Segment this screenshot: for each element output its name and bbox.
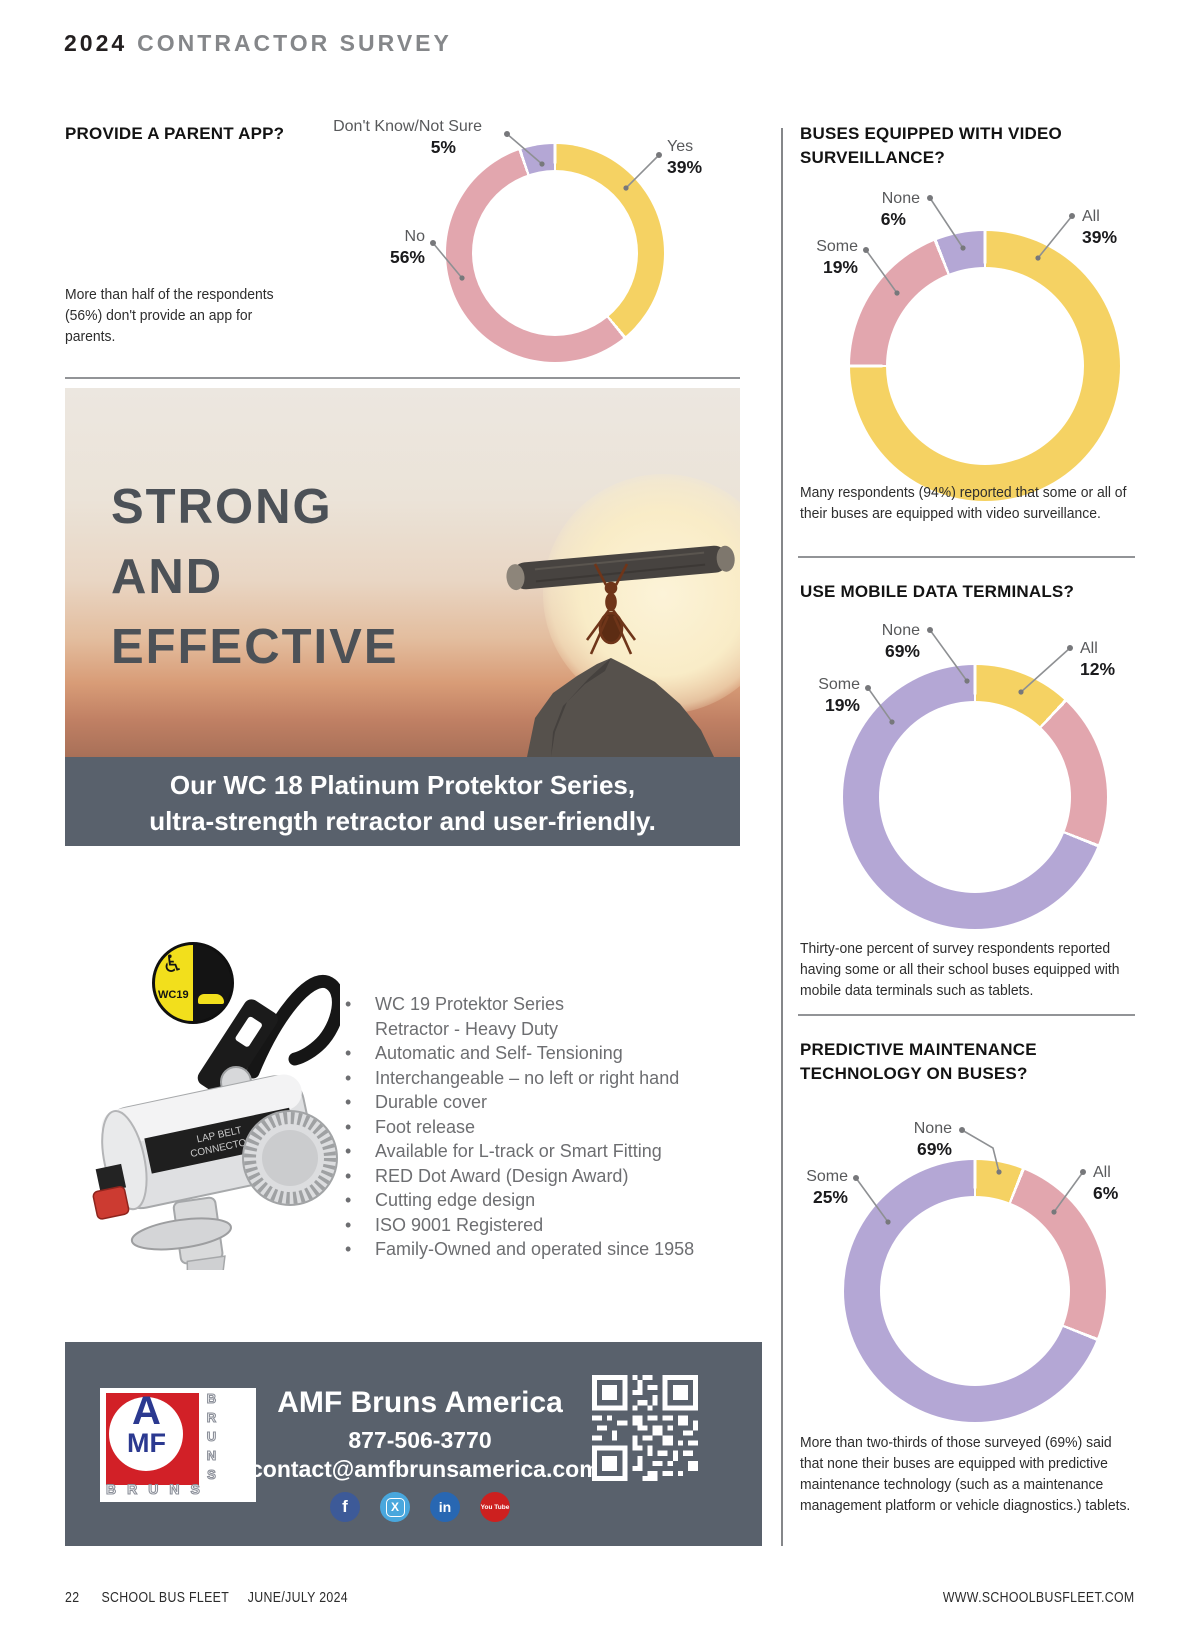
- x-icon: X: [380, 1492, 410, 1522]
- header-title: CONTRACTOR SURVEY: [137, 30, 452, 56]
- list-item: WC 19 Protektor Series: [345, 992, 745, 1017]
- label-all: All 12%: [1080, 640, 1116, 679]
- list-item: Family-Owned and operated since 1958: [345, 1237, 745, 1262]
- chart1-title: PROVIDE A PARENT APP?: [65, 124, 285, 143]
- donut-parent-app: [446, 144, 664, 362]
- divider-right-2: [798, 1014, 1135, 1016]
- bullet-icon: [345, 992, 375, 1017]
- label-yes: Yes 39%: [667, 138, 703, 177]
- ad-footer: A MF BRUNS BRUNS AMF Bruns America 877-5…: [65, 1342, 762, 1546]
- logo-letter-a: A: [132, 1389, 161, 1433]
- label-dont-know: Don't Know/Not Sure 5%: [333, 118, 482, 157]
- bus-icon: [198, 994, 224, 1004]
- bullet-icon: [345, 1164, 375, 1189]
- ad-headline: STRONG AND EFFECTIVE: [111, 472, 399, 682]
- bullet-icon: [345, 1115, 375, 1140]
- bullet-icon: [345, 1041, 375, 1066]
- list-item: Available for L-track or Smart Fitting: [345, 1139, 745, 1164]
- headline-line1: STRONG: [111, 480, 333, 534]
- company-name: AMF Bruns America: [277, 1386, 563, 1419]
- bullet-icon: [345, 1139, 375, 1164]
- donut-hole: [472, 170, 638, 336]
- logo-circle: [109, 1397, 183, 1471]
- list-item: Cutting edge design: [345, 1188, 745, 1213]
- label-all: All 39%: [1082, 208, 1118, 247]
- chart3-mobile-data-terminals: None 69% Some 19% All 12%: [790, 612, 1200, 942]
- youtube-icon: You Tube: [480, 1492, 510, 1522]
- page-number: 22: [65, 1590, 80, 1606]
- divider-left: [65, 377, 740, 379]
- list-item: Interchangeable – no left or right hand: [345, 1066, 745, 1091]
- chart2-video-surveillance: None 6% Some 19% All 39%: [790, 180, 1200, 510]
- banner-line1: Our WC 18 Platinum Protektor Series,: [169, 770, 636, 800]
- donut-hole: [879, 701, 1071, 893]
- label-some: Some 25%: [806, 1168, 848, 1207]
- logo-bruns-vertical: BRUNS: [203, 1390, 219, 1486]
- wc19-code: WC19: [158, 989, 189, 1001]
- list-item: Retractor - Heavy Duty: [375, 1018, 559, 1039]
- donut-predictive-maintenance: [844, 1160, 1106, 1422]
- donut-mobile-data: [843, 665, 1107, 929]
- chart4-caption: More than two-thirds of those surveyed (…: [800, 1434, 1131, 1514]
- list-item: Automatic and Self- Tensioning: [345, 1041, 745, 1066]
- headline-line2: AND: [111, 550, 224, 604]
- magazine-name: SCHOOL BUS FLEET: [101, 1590, 230, 1606]
- qr-code: [592, 1375, 698, 1481]
- chart2-title: BUSES EQUIPPED WITH VIDEO SURVEILLANCE?: [800, 124, 1062, 167]
- footer-left: 22 SCHOOL BUS FLEET JUNE/JULY 2024: [65, 1590, 348, 1606]
- ad-banner: Our WC 18 Platinum Protektor Series, ult…: [65, 757, 740, 846]
- logo-bruns-bottom: BRUNS: [105, 1480, 211, 1497]
- wheelchair-icon: ♿: [162, 951, 184, 978]
- page-header: 2024 CONTRACTOR SURVEY: [64, 30, 452, 57]
- phone-number: 877-506-3770: [348, 1427, 492, 1453]
- chart1-parent-app: Don't Know/Not Sure 5% Yes 39% No 56%: [280, 108, 740, 380]
- donut-hole: [886, 267, 1084, 465]
- list-item: ISO 9001 Registered: [345, 1213, 745, 1238]
- chart2-caption: Many respondents (94%) reported that som…: [800, 484, 1127, 522]
- email-address: contact@amfbrunsamerica.com: [250, 1456, 600, 1482]
- bullet-icon: [345, 1237, 375, 1262]
- label-no: No 56%: [389, 228, 425, 267]
- chart4-title: PREDICTIVE MAINTENANCE TECHNOLOGY ON BUS…: [800, 1040, 1037, 1083]
- footer-website: WWW.SCHOOLBUSFLEET.COM: [943, 1590, 1135, 1606]
- retractor-product-photo: LAP BELT CONNECTOR: [85, 930, 345, 1296]
- column-divider: [781, 128, 783, 1546]
- donut-hole: [880, 1196, 1070, 1386]
- headline-line3: EFFECTIVE: [111, 620, 399, 674]
- divider-right-1: [798, 556, 1135, 558]
- social-icons: f X in You Tube: [250, 1492, 590, 1522]
- label-some: Some 19%: [818, 676, 860, 715]
- linkedin-icon: in: [430, 1492, 460, 1522]
- sun-image: [543, 474, 740, 714]
- ant-rock-illustration: [506, 545, 735, 757]
- list-item: Durable cover: [345, 1090, 745, 1115]
- amf-bruns-logo: A MF BRUNS BRUNS: [100, 1388, 256, 1502]
- list-item: RED Dot Award (Design Award): [345, 1164, 745, 1189]
- bullet-icon: [345, 1066, 375, 1091]
- banner-line2: ultra-strength retractor and user-friend…: [149, 806, 656, 836]
- donut-video-surveillance: [850, 231, 1120, 501]
- list-item: Foot release: [345, 1115, 745, 1140]
- wc19-badge: ♿ WC19: [152, 942, 234, 1024]
- chart3-title: USE MOBILE DATA TERMINALS?: [800, 582, 1075, 601]
- label-some: Some 19%: [816, 238, 858, 277]
- label-none: None 69%: [913, 1120, 952, 1159]
- label-all: All 6%: [1093, 1164, 1119, 1203]
- header-year: 2024: [64, 30, 128, 56]
- label-none: None 69%: [881, 622, 920, 661]
- product-feature-list: WC 19 Protektor Series Retractor - Heavy…: [345, 992, 745, 1262]
- ad-photo: STRONG AND EFFECTIVE: [65, 388, 740, 757]
- bullet-icon: [345, 1188, 375, 1213]
- chart4-predictive-maintenance: None 69% Some 25% All 6%: [790, 1072, 1200, 1432]
- bullet-icon: [345, 1090, 375, 1115]
- facebook-icon: f: [330, 1492, 360, 1522]
- chart1-caption: More than half of the respondents (56%) …: [65, 286, 274, 345]
- bullet-icon: [345, 1213, 375, 1238]
- chart3-caption: Thirty-one percent of survey respondents…: [800, 940, 1120, 999]
- logo-letters-mf: MF: [127, 1428, 166, 1458]
- label-none: None 6%: [880, 190, 920, 229]
- issue-date: JUNE/JULY 2024: [247, 1590, 348, 1606]
